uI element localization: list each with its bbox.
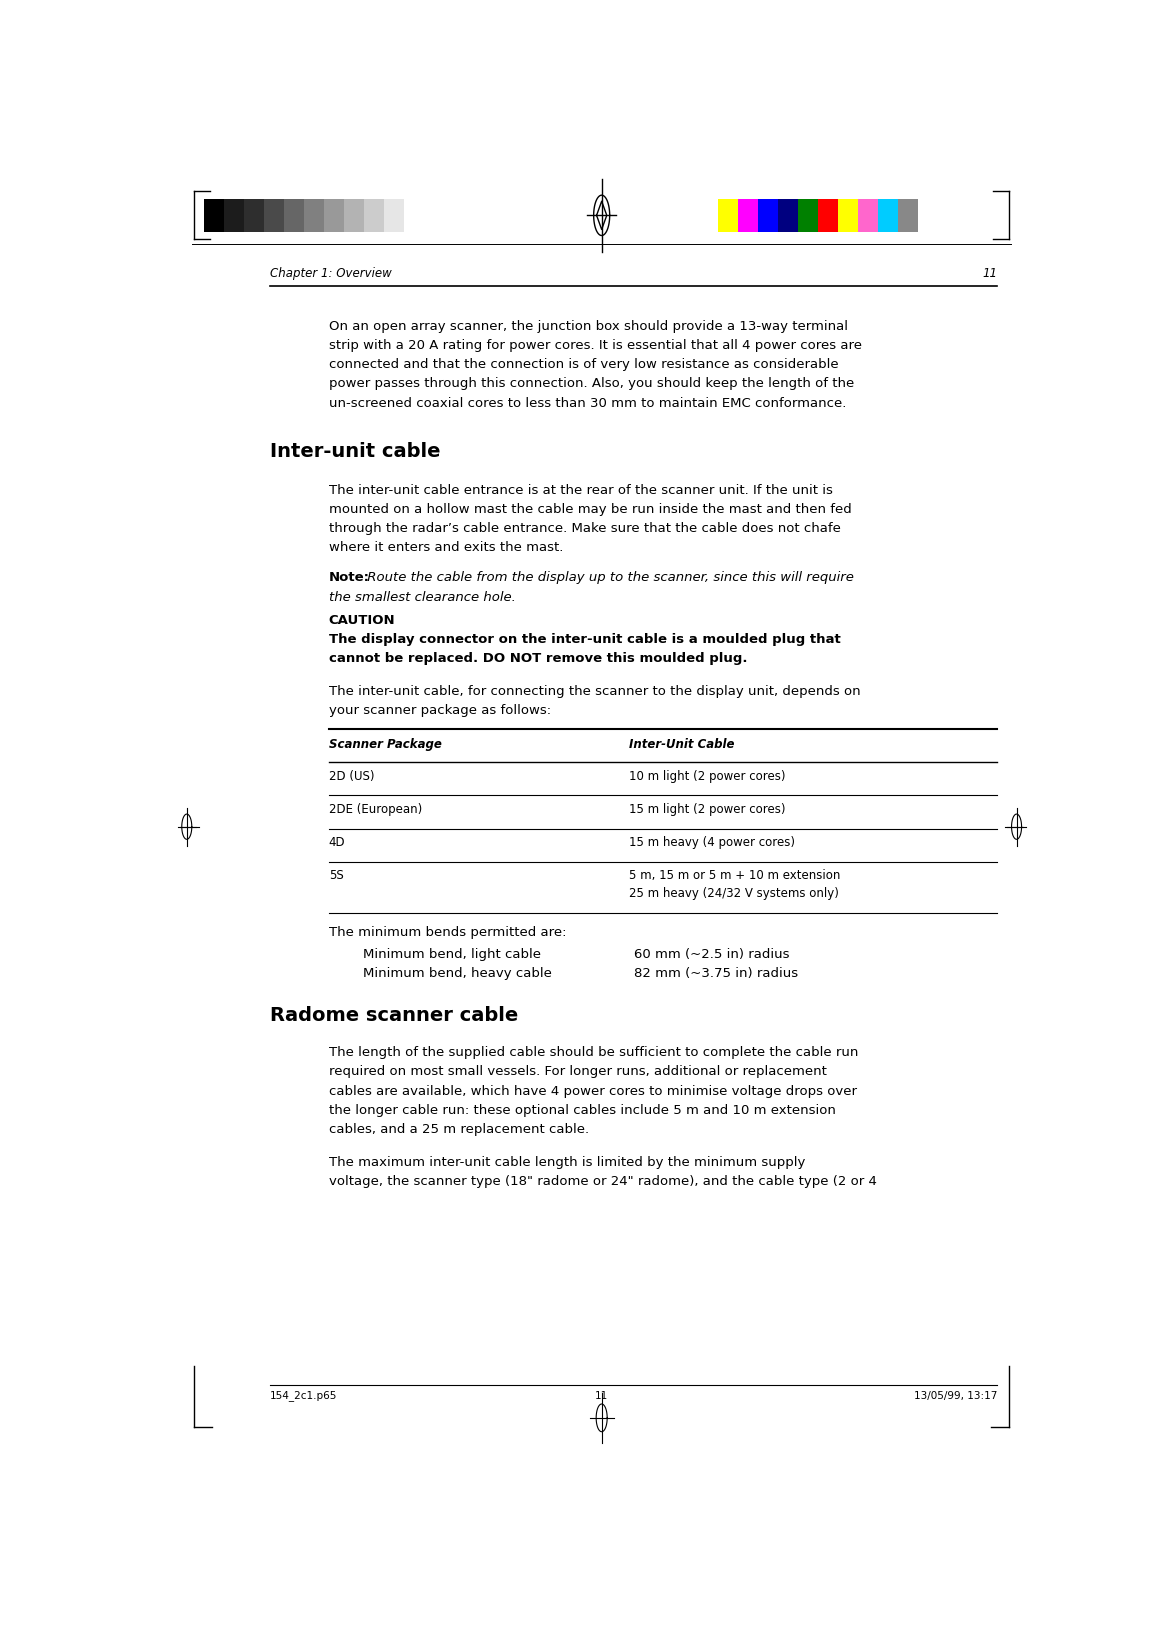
Text: 4D: 4D	[329, 837, 345, 850]
Text: 10 m light (2 power cores): 10 m light (2 power cores)	[629, 769, 785, 782]
Text: cannot be replaced. DO NOT remove this moulded plug.: cannot be replaced. DO NOT remove this m…	[329, 652, 747, 665]
Text: the smallest clearance hole.: the smallest clearance hole.	[329, 591, 515, 604]
Text: Radome scanner cable: Radome scanner cable	[270, 1007, 518, 1025]
Text: voltage, the scanner type (18" radome or 24" radome), and the cable type (2 or 4: voltage, the scanner type (18" radome or…	[329, 1175, 877, 1188]
Text: CAUTION: CAUTION	[329, 614, 396, 627]
Text: The inter-unit cable entrance is at the rear of the scanner unit. If the unit is: The inter-unit cable entrance is at the …	[329, 483, 832, 496]
Text: Inter-Unit Cable: Inter-Unit Cable	[629, 738, 735, 751]
Text: The minimum bends permitted are:: The minimum bends permitted are:	[329, 927, 566, 940]
Text: 82 mm (~3.75 in) radius: 82 mm (~3.75 in) radius	[634, 967, 797, 981]
Text: cables, and a 25 m replacement cable.: cables, and a 25 m replacement cable.	[329, 1123, 589, 1136]
Text: 15 m light (2 power cores): 15 m light (2 power cores)	[629, 804, 785, 815]
Bar	[304, 200, 324, 232]
Text: through the radar’s cable entrance. Make sure that the cable does not chafe: through the radar’s cable entrance. Make…	[329, 522, 841, 535]
Text: The display connector on the inter-unit cable is a moulded plug that: The display connector on the inter-unit …	[329, 634, 841, 647]
Bar	[838, 200, 858, 232]
Text: the longer cable run: these optional cables include 5 m and 10 m extension: the longer cable run: these optional cab…	[329, 1103, 836, 1116]
Text: 2D (US): 2D (US)	[329, 769, 375, 782]
Text: where it enters and exits the mast.: where it enters and exits the mast.	[329, 542, 564, 555]
Bar	[798, 200, 818, 232]
Text: Minimum bend, light cable: Minimum bend, light cable	[363, 948, 541, 961]
Bar	[718, 200, 738, 232]
Text: Chapter 1: Overview: Chapter 1: Overview	[270, 267, 391, 280]
Text: mounted on a hollow mast the cable may be run inside the mast and then fed: mounted on a hollow mast the cable may b…	[329, 503, 851, 516]
Bar	[204, 200, 224, 232]
Text: 60 mm (~2.5 in) radius: 60 mm (~2.5 in) radius	[634, 948, 789, 961]
Bar	[364, 200, 384, 232]
Text: 2DE (European): 2DE (European)	[329, 804, 421, 815]
Bar	[384, 200, 404, 232]
Text: your scanner package as follows:: your scanner package as follows:	[329, 704, 551, 717]
Text: 25 m heavy (24/32 V systems only): 25 m heavy (24/32 V systems only)	[629, 887, 839, 900]
Text: required on most small vessels. For longer runs, additional or replacement: required on most small vessels. For long…	[329, 1066, 826, 1079]
Text: The maximum inter-unit cable length is limited by the minimum supply: The maximum inter-unit cable length is l…	[329, 1156, 805, 1169]
Text: Route the cable from the display up to the scanner, since this will require: Route the cable from the display up to t…	[363, 571, 855, 584]
Text: un-screened coaxial cores to less than 30 mm to maintain EMC conformance.: un-screened coaxial cores to less than 3…	[329, 396, 846, 409]
Bar	[758, 200, 778, 232]
Text: Scanner Package: Scanner Package	[329, 738, 441, 751]
Bar	[264, 200, 284, 232]
Bar	[818, 200, 838, 232]
Text: 5S: 5S	[329, 869, 344, 882]
Bar	[224, 200, 244, 232]
Bar	[324, 200, 344, 232]
Text: Inter-unit cable: Inter-unit cable	[270, 442, 440, 462]
Text: 5 m, 15 m or 5 m + 10 m extension: 5 m, 15 m or 5 m + 10 m extension	[629, 869, 841, 882]
Text: connected and that the connection is of very low resistance as considerable: connected and that the connection is of …	[329, 359, 838, 372]
Text: Minimum bend, heavy cable: Minimum bend, heavy cable	[363, 967, 552, 981]
Text: 154_2c1.p65: 154_2c1.p65	[270, 1390, 337, 1401]
Bar	[878, 200, 898, 232]
Text: 13/05/99, 13:17: 13/05/99, 13:17	[915, 1391, 998, 1401]
Bar	[738, 200, 758, 232]
Bar	[284, 200, 304, 232]
Text: The inter-unit cable, for connecting the scanner to the display unit, depends on: The inter-unit cable, for connecting the…	[329, 686, 861, 699]
Bar	[898, 200, 918, 232]
Text: 15 m heavy (4 power cores): 15 m heavy (4 power cores)	[629, 837, 795, 850]
Bar	[344, 200, 364, 232]
Bar	[404, 200, 424, 232]
Text: Note:: Note:	[329, 571, 370, 584]
Text: On an open array scanner, the junction box should provide a 13-way terminal: On an open array scanner, the junction b…	[329, 319, 848, 332]
Text: power passes through this connection. Also, you should keep the length of the: power passes through this connection. Al…	[329, 378, 853, 391]
Text: cables are available, which have 4 power cores to minimise voltage drops over: cables are available, which have 4 power…	[329, 1085, 857, 1098]
Text: 11: 11	[983, 267, 998, 280]
Text: The length of the supplied cable should be sufficient to complete the cable run: The length of the supplied cable should …	[329, 1046, 858, 1059]
Bar	[244, 200, 264, 232]
Text: strip with a 20 A rating for power cores. It is essential that all 4 power cores: strip with a 20 A rating for power cores…	[329, 339, 862, 352]
Text: 11: 11	[595, 1391, 608, 1401]
Bar	[858, 200, 878, 232]
Bar	[778, 200, 798, 232]
